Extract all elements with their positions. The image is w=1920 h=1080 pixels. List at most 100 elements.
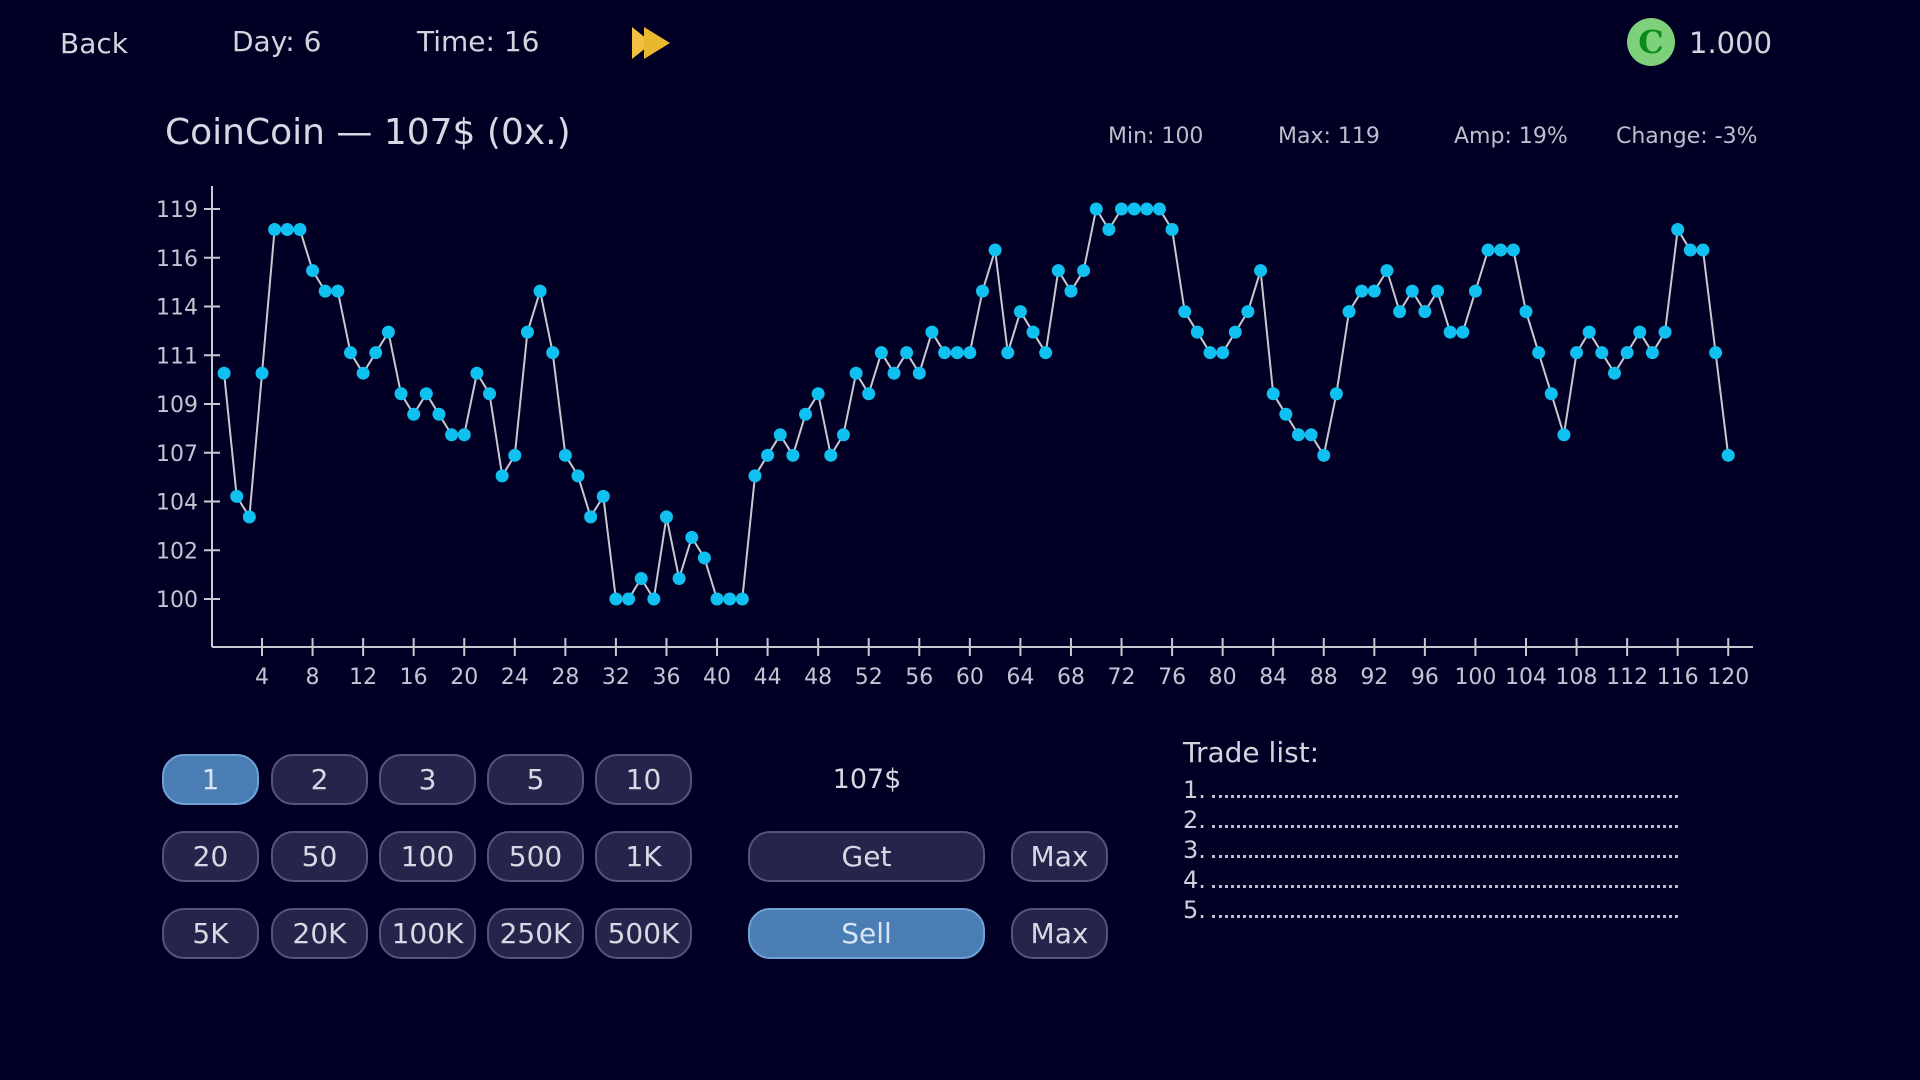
y-tick-label: 104: [156, 491, 198, 516]
amount-button-100[interactable]: 100: [379, 831, 476, 882]
x-tick-label: 16: [400, 665, 428, 690]
price-point: [925, 325, 939, 339]
price-point: [748, 469, 762, 483]
x-tick-label: 72: [1108, 665, 1136, 690]
price-point: [735, 592, 749, 606]
price-point: [1152, 202, 1166, 216]
price-point: [634, 571, 648, 585]
price-point: [306, 264, 320, 278]
price-point: [1317, 448, 1331, 462]
price-point: [508, 448, 522, 462]
trade-list-item: 5.: [1183, 896, 1678, 924]
get-max-button[interactable]: Max: [1011, 831, 1108, 882]
x-tick-label: 64: [1006, 665, 1034, 690]
x-tick-label: 20: [450, 665, 478, 690]
price-point: [912, 366, 926, 380]
price-point: [1064, 284, 1078, 298]
amount-button-250k[interactable]: 250K: [487, 908, 584, 959]
price-point: [900, 346, 914, 360]
price-point: [950, 346, 964, 360]
x-tick-label: 120: [1707, 665, 1749, 690]
price-point: [1633, 325, 1647, 339]
price-point: [938, 346, 952, 360]
stat-min: Min: 100: [1108, 124, 1204, 149]
amount-button-20k[interactable]: 20K: [271, 908, 368, 959]
price-point: [1266, 387, 1280, 401]
trade-list-placeholder: [1211, 871, 1678, 888]
amount-button-1[interactable]: 1: [162, 754, 259, 805]
x-tick-label: 100: [1454, 665, 1496, 690]
price-point: [622, 592, 636, 606]
price-point: [1532, 346, 1546, 360]
y-tick-label: 107: [156, 442, 198, 467]
amount-button-50[interactable]: 50: [271, 831, 368, 882]
price-point: [672, 571, 686, 585]
price-point: [887, 366, 901, 380]
sell-button[interactable]: Sell: [748, 908, 985, 959]
asset-title: CoinCoin — 107$ (0x.): [165, 112, 571, 153]
price-point: [419, 387, 433, 401]
trade-list-item: 2.: [1183, 806, 1678, 834]
get-button[interactable]: Get: [748, 831, 985, 882]
price-point: [1582, 325, 1596, 339]
trade-list-index: 1.: [1183, 776, 1206, 804]
price-point: [533, 284, 547, 298]
price-point: [584, 510, 598, 524]
amount-button-5k[interactable]: 5K: [162, 908, 259, 959]
x-tick-label: 88: [1310, 665, 1338, 690]
price-point: [546, 346, 560, 360]
time-label: Time: 16: [417, 25, 540, 58]
price-point: [836, 428, 850, 442]
price-point: [343, 346, 357, 360]
x-tick-label: 48: [804, 665, 832, 690]
price-point: [1089, 202, 1103, 216]
amount-button-500k[interactable]: 500K: [595, 908, 692, 959]
x-tick-label: 68: [1057, 665, 1085, 690]
trade-list-index: 5.: [1183, 896, 1206, 924]
amount-button-5[interactable]: 5: [487, 754, 584, 805]
price-point: [318, 284, 332, 298]
x-tick-label: 92: [1360, 665, 1388, 690]
price-point: [381, 325, 395, 339]
amount-button-1k[interactable]: 1K: [595, 831, 692, 882]
amount-button-500[interactable]: 500: [487, 831, 584, 882]
trade-list-title: Trade list:: [1183, 736, 1320, 769]
y-tick-label: 109: [156, 393, 198, 418]
price-point: [710, 592, 724, 606]
price-point: [457, 428, 471, 442]
x-tick-label: 104: [1505, 665, 1547, 690]
price-point: [1645, 346, 1659, 360]
price-point: [558, 448, 572, 462]
amount-button-10[interactable]: 10: [595, 754, 692, 805]
stat-amp: Amp: 19%: [1454, 124, 1568, 149]
stat-max: Max: 119: [1278, 124, 1380, 149]
amount-button-2[interactable]: 2: [271, 754, 368, 805]
price-point: [773, 428, 787, 442]
back-button[interactable]: Back: [60, 27, 128, 60]
current-price: 107$: [832, 764, 902, 795]
price-point: [1544, 387, 1558, 401]
price-point: [1506, 243, 1520, 257]
fast-forward-button[interactable]: [630, 24, 676, 62]
amount-button-20[interactable]: 20: [162, 831, 259, 882]
price-point: [1456, 325, 1470, 339]
price-point: [1051, 264, 1065, 278]
price-point: [230, 489, 244, 503]
x-tick-label: 12: [349, 665, 377, 690]
price-point: [1468, 284, 1482, 298]
x-tick-label: 112: [1606, 665, 1648, 690]
price-point: [217, 366, 231, 380]
price-point: [470, 366, 484, 380]
x-tick-label: 32: [602, 665, 630, 690]
sell-max-button[interactable]: Max: [1011, 908, 1108, 959]
price-point: [268, 223, 282, 237]
x-tick-label: 116: [1657, 665, 1699, 690]
price-point: [1380, 264, 1394, 278]
y-tick-label: 100: [156, 588, 198, 613]
x-tick-label: 60: [956, 665, 984, 690]
price-point: [1241, 305, 1255, 319]
price-point: [369, 346, 383, 360]
amount-button-100k[interactable]: 100K: [379, 908, 476, 959]
amount-button-3[interactable]: 3: [379, 754, 476, 805]
y-tick-label: 114: [156, 296, 198, 321]
